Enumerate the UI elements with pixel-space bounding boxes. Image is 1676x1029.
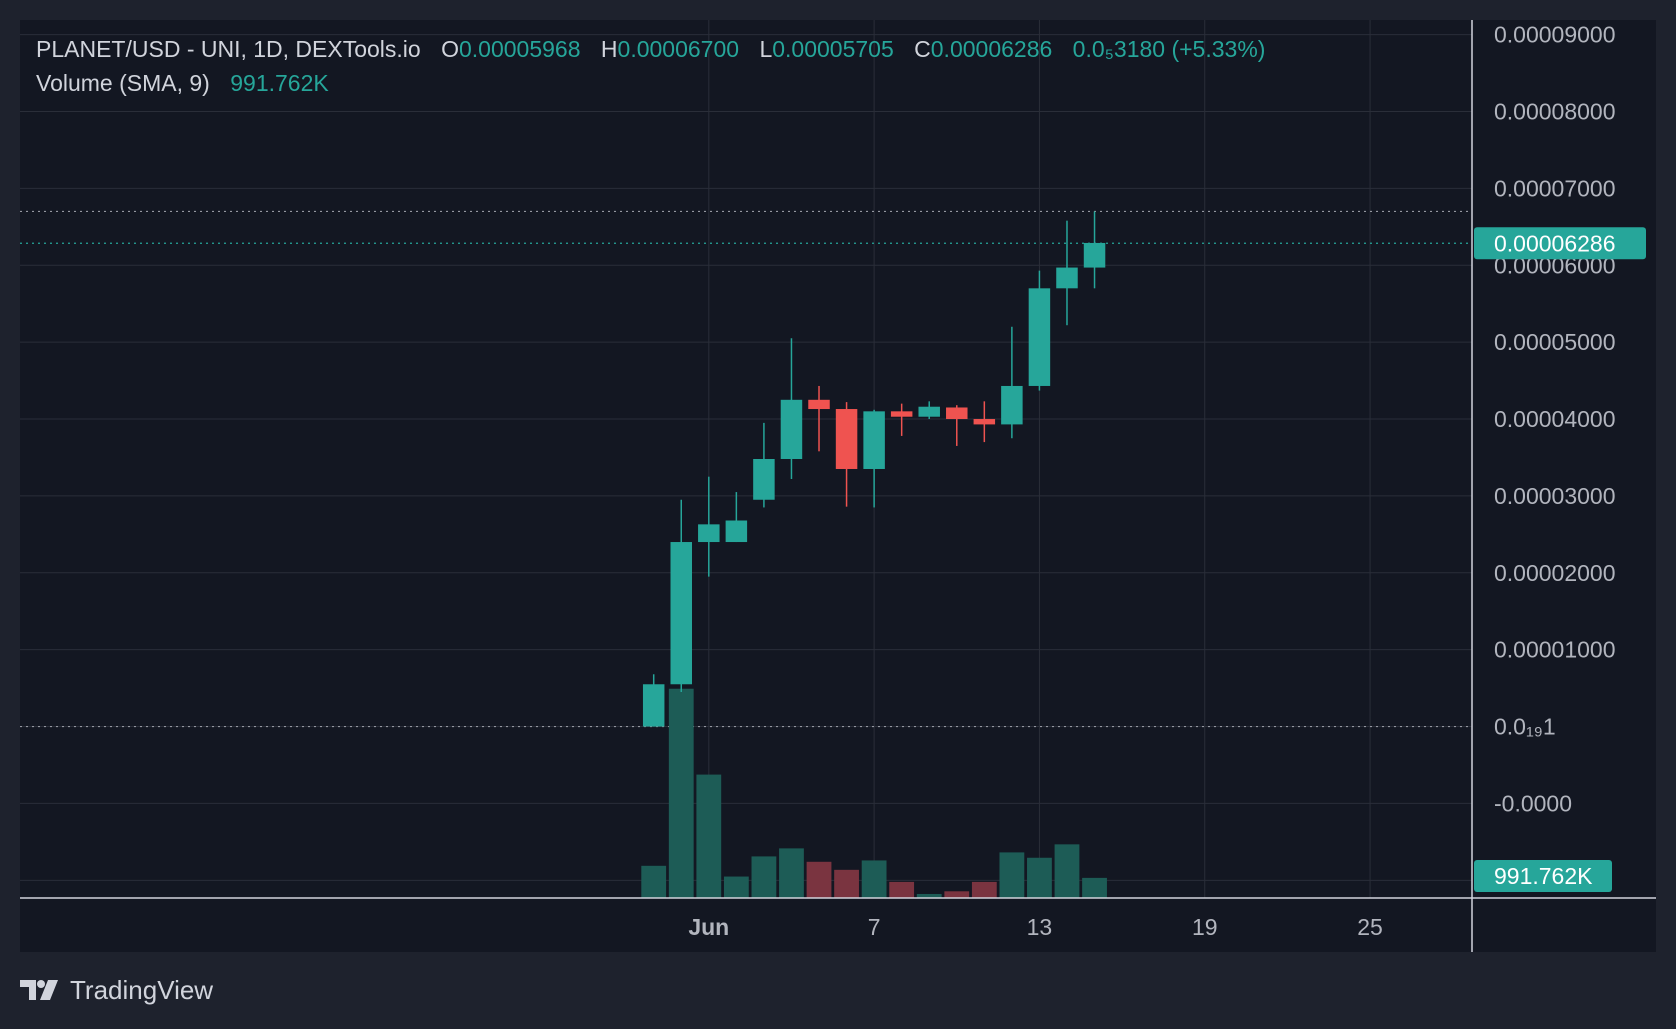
legend-low-value: 0.00005705 [772,36,894,62]
axis-badges: 0.00006286 991.762K [1474,227,1646,892]
candle-body [1001,385,1023,425]
price-tick-label: -0.0000 [1494,790,1572,816]
time-tick-label: 19 [1192,914,1218,940]
volume-bar [751,856,777,898]
volume-bar [916,893,942,898]
tradingview-logo-icon [20,980,58,1000]
candle[interactable] [753,422,775,508]
candle[interactable] [1083,211,1106,289]
legend-volume-label[interactable]: Volume (SMA, 9) [36,70,210,96]
candle-body [946,407,968,420]
volume-bar [668,688,694,898]
legend-volume-value: 991.762K [230,70,329,96]
time-axis[interactable]: Jun 7 13 19 25 [688,914,1382,940]
volume-bar [999,852,1025,898]
candle-body [890,411,913,417]
candle-body [753,459,775,500]
legend-open-value: 0.00005968 [459,36,581,62]
volume-bar [1054,844,1080,898]
legend-low-key: L [759,36,773,62]
tradingview-branding[interactable]: TradingView [20,972,213,1008]
volume-bar [723,876,749,898]
price-tick-label: 0.00002000 [1494,560,1616,586]
candle[interactable] [973,401,996,443]
legend-change-value: 0.0₅3180 (+5.33%) [1072,36,1266,62]
candle-body [780,399,803,459]
legend-high-value: 0.00006700 [617,36,740,62]
last-price-badge [1474,227,1646,260]
tradingview-wordmark: TradingView [70,974,214,1005]
candle[interactable] [918,401,940,420]
volume-badge-label: 991.762K [1494,863,1593,889]
volume-bar [834,869,859,898]
last-price-badge-label: 0.00006286 [1494,230,1616,256]
time-tick-label: 7 [868,914,881,940]
legend-high-key: H [600,36,618,62]
price-tick-label: 0.00003000 [1494,483,1616,509]
price-tick-label: 0.00009000 [1494,22,1616,48]
candle[interactable] [946,405,968,446]
legend-close-value: 0.00006286 [930,36,1053,62]
legend-symbol[interactable]: PLANET/USD - UNI, 1D, DEXTools.io [36,36,421,62]
candle-body [1083,242,1106,268]
candle[interactable] [642,674,665,727]
price-tick-label: 0.00001000 [1494,637,1616,663]
legend-volume: Volume (SMA, 9) 991.762K [36,70,329,97]
legend-open-key: O [441,36,459,62]
candle-body [725,520,748,543]
candle-body [835,409,858,469]
volume-bar [1082,877,1107,898]
price-tick-label: 0.00004000 [1494,406,1616,432]
candle-body [808,399,830,410]
volume-bar [971,881,997,898]
candle-body [973,419,996,425]
time-tick-label: Jun [688,914,729,940]
volume-bar [696,774,722,898]
plot-background [20,20,1656,952]
volume-bar [806,861,832,898]
candle[interactable] [1028,270,1051,391]
price-tick-label: 0.0₁₉1 [1494,714,1556,740]
legend-ohlc: PLANET/USD - UNI, 1D, DEXTools.io O0.000… [36,36,1265,63]
candle[interactable] [698,476,720,577]
price-axis[interactable]: 0.000090000.000080000.000070000.00006000… [1494,22,1616,894]
candle-body [670,542,692,685]
candle-body [863,411,885,469]
volume-bar [861,860,887,898]
candle[interactable] [1001,326,1023,439]
volume-bar [944,891,970,898]
volume-bar [889,881,915,898]
price-lines [20,210,1472,728]
candle-body [918,406,940,417]
time-tick-label: 25 [1357,914,1383,940]
price-tick-label: 0.00008000 [1494,98,1616,124]
candle-body [698,524,720,543]
candle[interactable] [725,492,748,543]
candle[interactable] [1056,220,1078,326]
candle-body [1056,267,1078,289]
volume-bar [641,865,667,898]
candle[interactable] [890,403,913,436]
time-tick-label: 13 [1027,914,1053,940]
volume-bar [1027,857,1052,898]
candle-body [642,684,665,727]
candle[interactable] [863,409,885,508]
candle-body [1028,288,1051,386]
price-tick-label: 0.00005000 [1494,329,1616,355]
volume-bar [779,848,804,898]
volume-badge [1474,860,1612,892]
candle[interactable] [835,402,858,507]
candles [642,211,1106,727]
candle[interactable] [670,499,692,692]
candle[interactable] [780,338,803,479]
volume-bars [641,688,1107,898]
legend-close-key: C [914,36,931,62]
price-tick-label: 0.00007000 [1494,175,1616,201]
candle[interactable] [808,385,830,452]
